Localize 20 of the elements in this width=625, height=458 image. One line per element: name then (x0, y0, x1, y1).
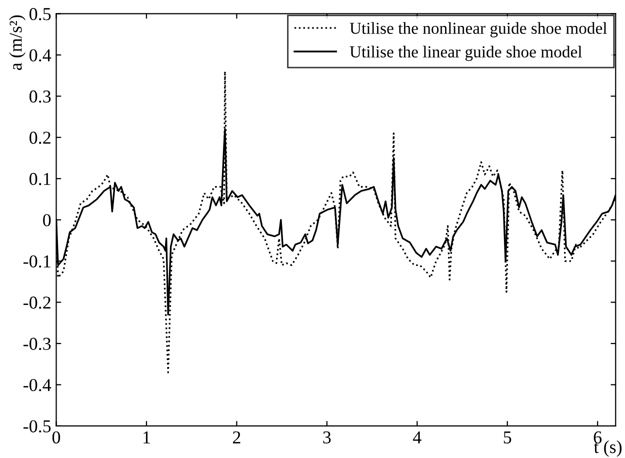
y-tick-label: -0.4 (23, 378, 52, 392)
y-tick-label: -0.3 (23, 338, 51, 350)
x-tick-label: 4 (412, 431, 422, 444)
y-tick-label: 0.1 (30, 172, 50, 186)
legend-label: Utilise the nonlinear guide shoe model (350, 22, 607, 38)
x-tick-label: 1 (144, 431, 150, 444)
x-tick-label: 5 (504, 432, 512, 444)
y-tick-label: 0.5 (30, 8, 51, 20)
x-tick-label: 3 (323, 431, 331, 444)
y-tick-label: -0.1 (23, 255, 50, 268)
y-tick-label: 0.4 (30, 49, 52, 62)
y-axis-title: a (m/s²) (9, 15, 26, 70)
legend-label: Utilise the linear guide shoe model (350, 46, 582, 61)
y-tick-label: 0.3 (30, 90, 51, 103)
y-tick-label: 0.2 (30, 132, 50, 144)
y-tick-label: -0.2 (23, 296, 50, 309)
x-tick-label: 0 (52, 431, 60, 444)
y-tick-label: -0.5 (23, 420, 51, 432)
x-tick-label: 2 (232, 431, 240, 444)
y-tick-label: 0 (43, 214, 51, 226)
